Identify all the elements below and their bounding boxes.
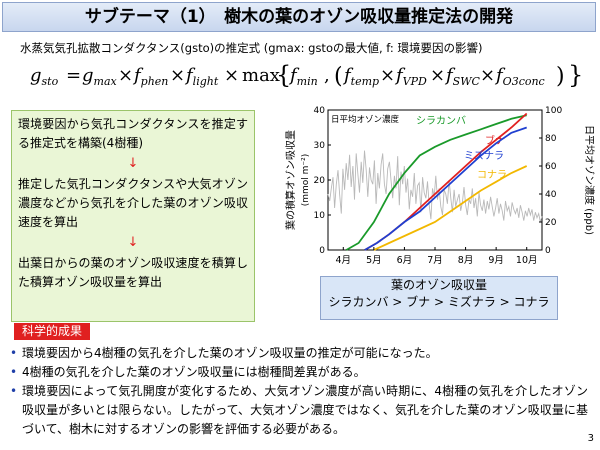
left-tick-label: 10	[314, 211, 326, 221]
svg-text:gsto: gsto	[30, 65, 59, 88]
method-flow-box: 環境要因から気孔コンダクタンスを推定する推定式を構築(4樹種) ↓ 推定した気孔…	[11, 110, 255, 322]
summary-ranking: シラカンバ > ブナ > ミズナラ > コナラ	[328, 295, 550, 309]
right-tick-label: 60	[545, 162, 557, 172]
x-tick-label: 7月	[427, 255, 443, 266]
ozone-line-label: 日平均オゾン濃度	[331, 114, 400, 125]
svg-text:flight: flight	[184, 65, 219, 88]
slide-title: サブテーマ（1） 樹木の葉のオゾン吸収量推定法の開発	[2, 2, 596, 32]
left-tick-label: 40	[314, 106, 326, 116]
svg-text:(: (	[334, 64, 343, 89]
gsto-formula: gsto = gmax × fphen × flight × max { fmi…	[30, 61, 583, 89]
result-item: 4樹種の気孔を介した葉のオゾン吸収量には樹種間差異がある。	[10, 363, 588, 382]
right-axis-title: 日平均オゾン濃度 (ppb)	[583, 125, 596, 235]
svg-text:×: ×	[118, 65, 133, 86]
method-step-1: 環境要因から気孔コンダクタンスを推定する推定式を構築(4樹種)	[18, 117, 248, 150]
x-tick-label: 10月	[516, 255, 538, 266]
max-operator: max	[242, 65, 280, 86]
series-label-0: シラカンバ	[416, 115, 466, 127]
series-line-3	[373, 165, 528, 251]
formula-caption: 水蒸気気孔拡散コンダクタンス(gsto)の推定式 (gmax: gstoの最大値…	[20, 41, 483, 55]
left-tick-label: 0	[319, 246, 325, 256]
svg-text:×: ×	[430, 65, 445, 86]
svg-text:fSWC: fSWC	[444, 65, 481, 88]
right-tick-label: 40	[545, 190, 557, 200]
left-tick-label: 30	[314, 141, 326, 151]
right-tick-label: 80	[545, 134, 557, 144]
formula-lhs: g	[30, 65, 42, 86]
svg-text:gmax: gmax	[82, 65, 118, 88]
ranking-summary-box: 葉のオゾン吸収量 シラカンバ > ブナ > ミズナラ > コナラ	[320, 276, 558, 320]
series-label-3: コナラ	[477, 169, 507, 181]
ozone-concentration-line	[327, 150, 543, 223]
page-number: 3	[587, 433, 594, 444]
svg-text:): )	[556, 64, 565, 89]
series-label-1: ブナ	[485, 134, 505, 147]
result-item: 環境要因から4樹種の気孔を介した葉のオゾン吸収量の推定が可能になった。	[10, 344, 588, 363]
svg-text:×: ×	[224, 65, 239, 86]
right-tick-label: 0	[545, 246, 551, 256]
x-tick-label: 5月	[366, 255, 382, 266]
svg-text:fVPD: fVPD	[394, 65, 427, 88]
left-axis-title: 葉の積算オゾン吸収量	[284, 130, 297, 230]
results-list: 環境要因から4樹種の気孔を介した葉のオゾン吸収量の推定が可能になった。 4樹種の…	[10, 344, 588, 450]
right-tick-label: 20	[545, 218, 557, 228]
right-tick-label: 100	[545, 106, 562, 116]
svg-text:=: =	[66, 65, 81, 86]
x-tick-label: 6月	[397, 255, 413, 266]
results-badge: 科学的成果	[14, 323, 91, 340]
svg-text:fphen: fphen	[132, 65, 168, 88]
series-line-2	[364, 126, 527, 251]
x-tick-label: 9月	[488, 255, 504, 266]
series-line-0	[345, 114, 527, 251]
left-axis-unit: (mmol m⁻²)	[301, 154, 311, 207]
result-item: 環境要因によって気孔開度が変化するため、大気オゾン濃度が高い時期に、4樹種の気孔…	[10, 382, 588, 439]
series-label-2: ミズナラ	[464, 149, 504, 162]
down-arrow-icon: ↓	[127, 235, 139, 250]
svg-text:×: ×	[480, 65, 495, 86]
svg-text:,: ,	[324, 65, 330, 86]
svg-text:}: }	[568, 61, 583, 89]
svg-text:×: ×	[170, 65, 185, 86]
down-arrow-icon: ↓	[127, 156, 139, 171]
svg-text:fO3conc: fO3conc	[494, 65, 545, 88]
method-step-3: 出葉日からの葉のオゾン吸収速度を積算した積算オゾン吸収量を算出	[18, 256, 248, 289]
svg-text:fmin: fmin	[288, 65, 318, 88]
svg-text:{: {	[276, 61, 291, 89]
method-step-2: 推定した気孔コンダクタンスや大気オゾン濃度などから気孔を介した葉のオゾン吸収速度…	[18, 177, 248, 229]
plot-area	[327, 109, 543, 251]
svg-text:×: ×	[380, 65, 395, 86]
left-tick-label: 20	[314, 176, 326, 186]
svg-text:ftemp: ftemp	[342, 65, 379, 88]
x-tick-label: 4月	[336, 255, 352, 266]
x-tick-label: 8月	[458, 255, 474, 266]
summary-title: 葉のオゾン吸収量	[390, 278, 487, 292]
